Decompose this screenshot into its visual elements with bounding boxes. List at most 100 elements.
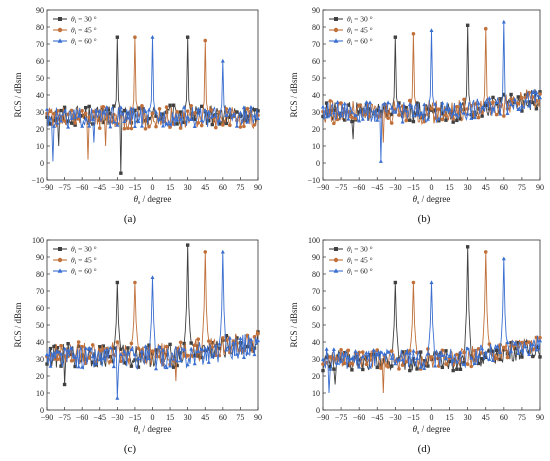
data-point-s30	[154, 348, 158, 352]
data-point-s30	[59, 364, 63, 368]
data-point-s30	[207, 347, 211, 351]
data-point-s30	[393, 280, 398, 285]
data-point-s60	[224, 347, 229, 352]
data-point-s60	[353, 349, 358, 353]
data-point-s60	[136, 119, 141, 123]
y-tick-label: 50	[36, 321, 44, 330]
data-point-s30	[350, 368, 354, 372]
data-point-s30	[52, 344, 56, 349]
data-point-s60	[386, 349, 391, 354]
y-tick-label: 0	[316, 159, 320, 168]
x-tick-label: −60	[353, 413, 366, 422]
data-point-s60	[393, 109, 398, 114]
data-point-s60	[62, 109, 67, 114]
data-point-s60	[252, 113, 257, 118]
data-point-s30	[516, 340, 520, 345]
data-point-s45	[520, 95, 524, 100]
data-point-s60	[168, 121, 173, 126]
data-point-s45	[196, 337, 201, 341]
data-point-s60	[241, 355, 246, 359]
x-axis-label: θs / degree	[413, 424, 451, 436]
data-point-s45	[80, 108, 84, 113]
x-tick-label: −75	[58, 183, 71, 192]
legend-label-s45: θi = 45 °	[71, 26, 97, 37]
data-point-s45	[147, 124, 151, 129]
data-point-s45	[538, 335, 542, 340]
data-point-s45	[192, 343, 197, 348]
data-point-s30	[531, 100, 535, 105]
data-point-s45	[364, 362, 369, 367]
data-point-s45	[206, 339, 211, 343]
y-tick-label: 10	[312, 389, 320, 398]
data-point-s60	[108, 124, 113, 129]
data-point-s30	[224, 121, 229, 126]
data-point-s45	[129, 126, 134, 131]
data-point-s30	[451, 120, 455, 124]
legend-label-s60: θi = 60 °	[71, 267, 97, 278]
data-point-s60	[220, 58, 225, 63]
data-point-s60	[161, 123, 166, 128]
data-point-s30	[101, 344, 105, 348]
data-point-s45	[122, 126, 127, 131]
data-point-s60	[534, 90, 539, 95]
data-point-s45	[252, 123, 257, 127]
data-point-s60	[118, 352, 123, 357]
data-point-s60	[104, 105, 109, 109]
legend-marker-s45	[57, 27, 63, 33]
x-tick-label: 0	[430, 183, 434, 192]
data-point-s60	[389, 355, 394, 360]
data-point-s30	[136, 365, 141, 369]
legend-label-s45: θi = 45 °	[347, 26, 373, 37]
data-point-s30	[66, 119, 70, 123]
data-point-s30	[193, 117, 197, 122]
data-point-s45	[444, 362, 448, 366]
data-point-s60	[48, 364, 53, 368]
data-point-s60	[199, 347, 204, 352]
data-point-s60	[498, 350, 503, 355]
data-point-s60	[516, 351, 521, 355]
data-point-s45	[238, 125, 243, 129]
y-tick-label: 20	[312, 125, 320, 134]
data-point-s30	[368, 353, 372, 357]
data-point-s45	[332, 121, 336, 126]
data-point-s45	[136, 346, 141, 351]
legend-marker-s30	[334, 247, 338, 251]
data-point-s60	[171, 356, 176, 361]
data-point-s30	[455, 367, 459, 371]
x-tick-label: −60	[353, 183, 366, 192]
data-point-s30	[451, 368, 455, 373]
data-point-s60	[213, 343, 218, 348]
data-point-s30	[408, 118, 412, 122]
data-point-s30	[400, 350, 405, 354]
data-point-s45	[350, 361, 354, 366]
data-point-s30	[444, 349, 448, 353]
legend-marker-s60	[57, 38, 63, 43]
y-tick-label: 70	[312, 287, 320, 296]
data-point-s45	[397, 113, 401, 117]
data-point-s45	[133, 35, 137, 39]
data-point-s60	[512, 97, 517, 101]
data-point-s60	[349, 356, 354, 361]
data-point-s60	[178, 358, 183, 363]
legend-marker-s30	[334, 17, 338, 21]
data-point-s60	[189, 346, 194, 351]
data-point-s30	[200, 355, 204, 360]
y-tick-label: 20	[36, 125, 44, 134]
y-tick-label: 50	[312, 74, 320, 83]
data-point-s30	[83, 105, 88, 110]
data-point-s30	[175, 363, 179, 368]
data-point-s30	[458, 117, 463, 121]
data-point-s45	[90, 343, 95, 347]
data-point-s60	[447, 354, 452, 358]
x-tick-label: 90	[536, 413, 544, 422]
data-point-s60	[487, 96, 492, 100]
y-tick-label: 80	[312, 270, 320, 279]
data-point-s60	[210, 114, 215, 119]
data-point-s30	[196, 111, 200, 115]
data-point-s30	[487, 106, 492, 111]
data-point-s45	[404, 360, 408, 364]
data-point-s60	[129, 347, 134, 352]
data-point-s30	[516, 95, 520, 99]
legend-marker-s45	[57, 257, 63, 263]
